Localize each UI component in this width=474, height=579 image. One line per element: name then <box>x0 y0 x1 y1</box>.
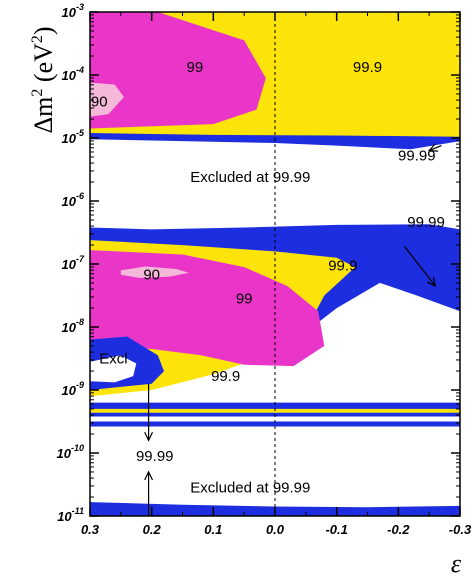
x-tick-label: -0.1 <box>325 522 347 537</box>
region-label-10: 99.9 <box>211 368 240 385</box>
region-excluded-9 <box>90 355 137 383</box>
region-label-8: 99 <box>236 291 253 308</box>
y-tick-label: 10-3 <box>62 2 84 20</box>
x-axis-title: ε <box>451 549 462 578</box>
region-90-7 <box>120 266 189 278</box>
region-label-7: 90 <box>143 267 160 284</box>
x-tick-label: 0.3 <box>81 522 100 537</box>
region-label-5: 99.99 <box>407 214 445 231</box>
y-axis-ticks: 10-3 10-4 10-5 10-6 10-7 10-8 10-9 10-10 10-11 <box>57 2 460 524</box>
y-tick-label: 10-7 <box>62 254 85 272</box>
arrow-head-1 <box>427 277 437 288</box>
region-99-99-12 <box>90 421 460 427</box>
arrow-shaft-0 <box>428 145 442 152</box>
region-label-9: Excl <box>99 351 127 368</box>
y-tick-label: 10-6 <box>62 191 85 209</box>
region-label-4: Excluded at 99.99 <box>190 169 310 186</box>
y-axis-title-unit-sup: 2 <box>29 35 46 43</box>
x-axis-ticks: 0.3 0.2 0.1 0.0 -0.1 -0.2 -0.3 <box>81 12 472 537</box>
y-axis-title: Δm2 (eV2) <box>29 26 58 133</box>
region-label-11: 99.99 <box>136 448 174 465</box>
arrow-head-3 <box>144 470 154 481</box>
region-99-6 <box>90 250 325 367</box>
y-tick-label: 10-11 <box>57 506 84 524</box>
arrow-head-0 <box>427 143 439 152</box>
y-axis-title-sup: 2 <box>29 89 46 97</box>
y-axis-title-close: ) <box>29 26 58 35</box>
arrow-shaft-1 <box>404 245 436 287</box>
region-label-12: Excluded at 99.99 <box>190 480 310 497</box>
region-label-2: 90 <box>91 93 108 110</box>
annotation-arrows <box>144 143 442 516</box>
y-tick-label: 10-5 <box>62 128 85 146</box>
y-tick-label: 10-4 <box>62 65 84 83</box>
region-label-0: 99 <box>186 59 203 76</box>
x-tick-label: -0.3 <box>449 522 472 537</box>
region-label-1: 99.9 <box>353 59 382 76</box>
confidence-regions <box>90 12 460 516</box>
x-tick-label: 0.0 <box>266 522 285 537</box>
region-99-2 <box>90 12 266 129</box>
x-tick-label: 0.1 <box>204 522 222 537</box>
y-axis-title-main: Δm <box>29 97 58 134</box>
x-tick-label: -0.2 <box>387 522 410 537</box>
y-axis-title-unit: (eV <box>29 43 58 89</box>
y-tick-label: 10-9 <box>62 380 84 398</box>
region-label-3: 99.99 <box>398 148 436 165</box>
region-90-3 <box>90 82 124 117</box>
arrow-head-2 <box>144 432 154 442</box>
region-label-6: 99.9 <box>328 257 357 274</box>
y-tick-label: 10-8 <box>62 317 84 335</box>
x-tick-label: 0.2 <box>143 522 162 537</box>
y-tick-label: 10-10 <box>57 443 84 461</box>
